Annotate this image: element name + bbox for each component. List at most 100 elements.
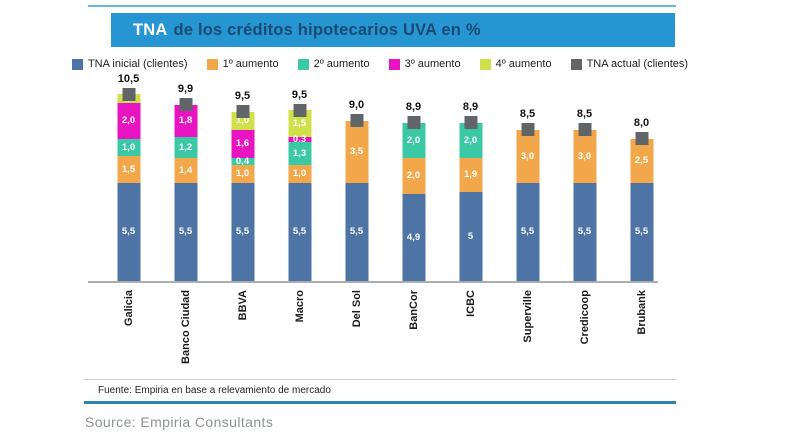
bar-segment: 5,5 [630, 183, 653, 281]
bar-segment: 3,0 [516, 129, 539, 184]
legend-label: 1º aumento [222, 58, 279, 70]
chart-card: TNA de los créditos hipotecarios UVA en … [71, 5, 688, 404]
total-value-label: 9,9 [177, 83, 194, 96]
bar-column: 2,0 2,0 4,9 8,9 [385, 77, 442, 283]
total-value-label: 9,5 [234, 90, 251, 103]
chart-title-bar: TNA de los créditos hipotecarios UVA en … [111, 13, 675, 47]
bank-label: Macro [293, 290, 306, 323]
bar-column: 2,5 5,5 8,0 [613, 77, 670, 283]
x-label-cell: Superville [499, 283, 556, 379]
bar-column: 1,8 1,2 1,4 5,5 9,9 [157, 77, 214, 283]
bar-segment: 1,0 [288, 165, 311, 184]
legend-swatch-icon [71, 58, 83, 70]
bar-segment: 0,4 [231, 157, 254, 166]
bank-label: Credicoop [578, 290, 591, 345]
chart-title-rest: de los créditos hipotecarios UVA en % [173, 20, 481, 39]
bar-column: 2,0 1,9 5 8,9 [442, 77, 499, 283]
stacked-bar: 1,5 0,3 1,3 1,0 5,5 [288, 110, 311, 281]
footer-divider-bottom [84, 401, 676, 404]
bar-column: 1,5 0,3 1,3 1,0 5,5 9,5 [271, 77, 328, 283]
legend-swatch-icon [479, 58, 491, 70]
stacked-bar: 0,52,01,01,55,5 [117, 94, 140, 281]
tna-actual-marker [236, 105, 249, 119]
x-label-cell: Credicoop [556, 283, 613, 379]
bank-label: Banco Ciudad [179, 290, 192, 364]
bar-segment: 5,5 [345, 183, 368, 281]
bar-segment: 1,9 [459, 158, 482, 192]
legend-label: 4º aumento [495, 58, 552, 70]
bar-segment: 1,0 [231, 165, 254, 184]
bar-segment: 5,5 [288, 183, 311, 281]
legend-label: 2º aumento [313, 58, 370, 70]
x-label-cell: Macro [271, 283, 328, 379]
bar-segment: 3,0 [573, 129, 596, 184]
legend-label: TNA actual (clientes) [586, 58, 689, 70]
bar-segment: 2,5 [630, 138, 653, 184]
bar-segment: 2,0 [402, 158, 425, 194]
bar-segment: 5,5 [117, 183, 140, 281]
x-label-cell: Brubank [613, 283, 670, 379]
total-value-label: 9,5 [291, 88, 308, 101]
tna-actual-marker [179, 98, 192, 112]
footer-divider-top [84, 379, 676, 380]
bar-segment: 0,3 [288, 134, 311, 144]
tna-actual-marker [350, 114, 363, 128]
chart-title-strong: TNA [133, 20, 168, 39]
bar-segment: 5,5 [174, 183, 197, 281]
x-label-cell: BanCor [385, 283, 442, 379]
bank-label: ICBC [464, 290, 477, 317]
total-value-label: 8,9 [462, 101, 479, 114]
bank-label: BBVA [236, 290, 249, 321]
stacked-bar: 1,8 1,2 1,4 5,5 [174, 104, 197, 281]
bar-segment: 2,0 [402, 122, 425, 159]
x-axis-line [88, 281, 658, 283]
bar-segment: 1,3 [288, 142, 311, 166]
legend-item: 1º aumento [206, 58, 279, 70]
bar-segment: 5,5 [231, 183, 254, 281]
stacked-bar: 1,0 1,6 0,4 1,0 5,5 [231, 111, 254, 281]
bar-segment: 3,5 [345, 120, 368, 184]
legend-item: TNA actual (clientes) [570, 58, 689, 70]
bar-column: 0,52,01,01,55,5 10,5 [100, 73, 157, 283]
bar-segment: 1,0 [117, 138, 140, 157]
total-value-label: 9,0 [348, 99, 365, 112]
plot-area: 0,52,01,01,55,5 10,5 1,81,21,45,5 9,9 1,0 1,6… [84, 73, 676, 283]
bank-label: Superville [521, 290, 534, 343]
legend-item: TNA inicial (clientes) [71, 58, 188, 70]
x-label-cell: Galicia [100, 283, 157, 379]
total-value-label: 8,0 [633, 117, 650, 130]
bar-segment: 2,0 [459, 122, 482, 159]
total-value-label: 8,5 [519, 108, 536, 121]
bank-label: Brubank [635, 290, 648, 335]
bar-column: 1,0 1,6 0,4 1,0 5,5 9,5 [214, 77, 271, 283]
legend-item: 4º aumento [479, 58, 552, 70]
bar-segment: 2,0 [117, 103, 140, 139]
bar-segment: 5,5 [573, 183, 596, 281]
top-accent-rule [88, 5, 676, 7]
bar-segment: 1,6 [231, 129, 254, 159]
stacked-bar: 2,0 1,9 5 [459, 122, 482, 281]
total-value-label: 8,9 [405, 101, 422, 114]
bank-label: Del Sol [350, 290, 363, 328]
total-value-label: 8,5 [576, 108, 593, 121]
legend-swatch-icon [206, 58, 218, 70]
x-label-cell: BBVA [214, 283, 271, 379]
stacked-bar: 2,5 5,5 [630, 138, 653, 281]
tna-actual-marker [521, 123, 534, 137]
bar-segment: 1,5 [117, 156, 140, 184]
legend-swatch-icon [297, 58, 309, 70]
bank-label: Galicia [122, 290, 135, 327]
legend-item: 2º aumento [297, 58, 370, 70]
x-label-cell: Del Sol [328, 283, 385, 379]
source-credit: Source: Empiria Consultants [85, 414, 274, 430]
x-axis-labels: Galicia Banco Ciudad BBVA Macro Del Sol BanCo… [84, 283, 676, 379]
bar-segment: 1,4 [174, 158, 197, 184]
tna-actual-marker [635, 132, 648, 146]
total-value-label: 10,5 [117, 72, 140, 85]
bar-column: 3,0 5,5 8,5 [499, 77, 556, 283]
bar-segment: 1,2 [174, 136, 197, 159]
x-label-cell: Banco Ciudad [157, 283, 214, 379]
tna-actual-marker [293, 103, 306, 117]
stacked-bar: 3,5 5,5 [345, 120, 368, 281]
